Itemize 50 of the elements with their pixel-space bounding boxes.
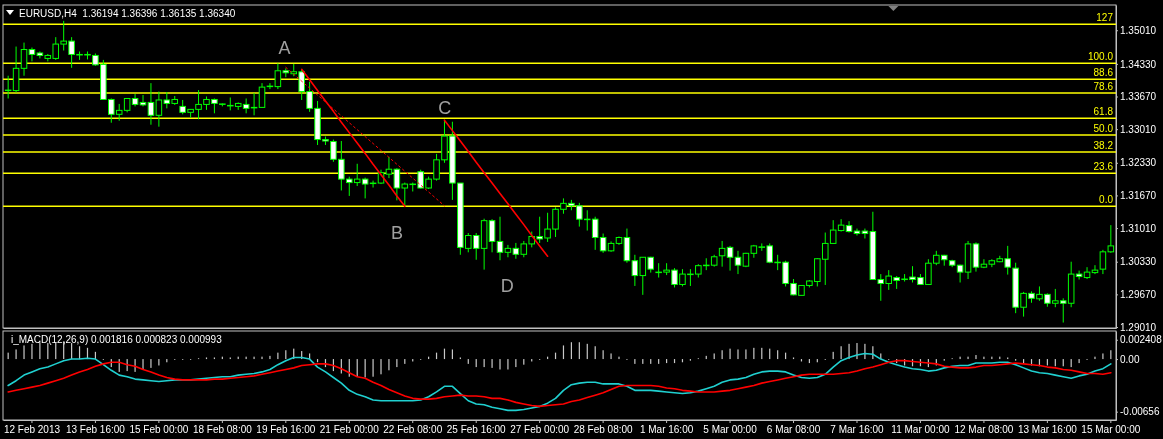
annotation: 61.8 — [1093, 106, 1114, 118]
annotation: C — [438, 97, 452, 118]
line-series — [7, 352, 1112, 412]
x-tick-label: 13 Mar 16:00 — [1017, 424, 1078, 436]
y-tick-label: 0.00 — [1120, 353, 1140, 365]
annotation: 88.6 — [1093, 67, 1114, 79]
x-tick-label: 25 Feb 16:00 — [446, 424, 507, 436]
x-tick-label: 11 Mar 00:00 — [891, 424, 950, 436]
y-tick-label: 1.35010 — [1120, 24, 1157, 36]
x-tick-label: 15 Feb 00:00 — [129, 424, 189, 436]
x-tick-label: 21 Feb 00:00 — [319, 424, 380, 436]
annotation: B — [390, 223, 404, 244]
x-tick-label: 1 Mar 16:00 — [639, 424, 694, 436]
x-tick-label: 22 Feb 08:00 — [383, 424, 443, 436]
chart-title: EURUSD,H4 1.36194 1.36396 1.36135 1.36340 — [19, 7, 236, 19]
annotation: A — [278, 38, 291, 59]
annotation: 0.0 — [1099, 194, 1114, 206]
x-tick-label: 12 Feb 2013 — [3, 424, 61, 436]
y-tick-label: 0.002408 — [1120, 334, 1163, 346]
annotation: 78.6 — [1093, 81, 1114, 93]
line-series — [7, 359, 1112, 408]
y-tick-label: 1.31670 — [1120, 190, 1157, 202]
annotation: D — [500, 276, 514, 297]
chart-title: i_MACD(12,26,9) 0.001816 0.000823 0.000993 — [11, 333, 223, 345]
y-tick-label: 1.33670 — [1120, 91, 1157, 103]
x-tick-label: 6 Mar 08:00 — [766, 424, 821, 436]
y-tick-label: 1.29670 — [1120, 289, 1157, 301]
line-series — [443, 119, 549, 258]
y-tick-label: 1.31010 — [1120, 222, 1157, 234]
y-tick-label: -0.00656 — [1120, 406, 1160, 418]
annotation: 100.0 — [1087, 51, 1114, 63]
x-tick-label: 12 Mar 08:00 — [954, 424, 1014, 436]
annotation: 38.2 — [1093, 139, 1114, 151]
x-tick-label: 18 Feb 08:00 — [192, 424, 253, 436]
candlestick — [496, 216, 504, 261]
y-tick-label: 1.33010 — [1120, 123, 1157, 135]
x-tick-label: 19 Feb 16:00 — [256, 424, 316, 436]
x-tick-label: 5 Mar 00:00 — [703, 424, 758, 436]
x-tick-label: 27 Feb 00:00 — [510, 424, 570, 436]
x-tick-label: 28 Feb 08:00 — [573, 424, 634, 436]
y-tick-label: 1.30330 — [1120, 256, 1157, 268]
annotation: 50.0 — [1093, 123, 1114, 135]
x-tick-label: 13 Feb 16:00 — [65, 424, 126, 436]
annotation: 127 — [1096, 12, 1114, 24]
x-tick-label: 7 Mar 16:00 — [830, 424, 885, 436]
y-tick-label: 1.29010 — [1120, 321, 1157, 333]
y-tick-label: 1.34330 — [1120, 58, 1157, 70]
x-tick-label: 15 Mar 00:00 — [1081, 424, 1141, 436]
annotation: 23.6 — [1093, 161, 1114, 173]
y-tick-label: 1.32330 — [1120, 157, 1157, 169]
